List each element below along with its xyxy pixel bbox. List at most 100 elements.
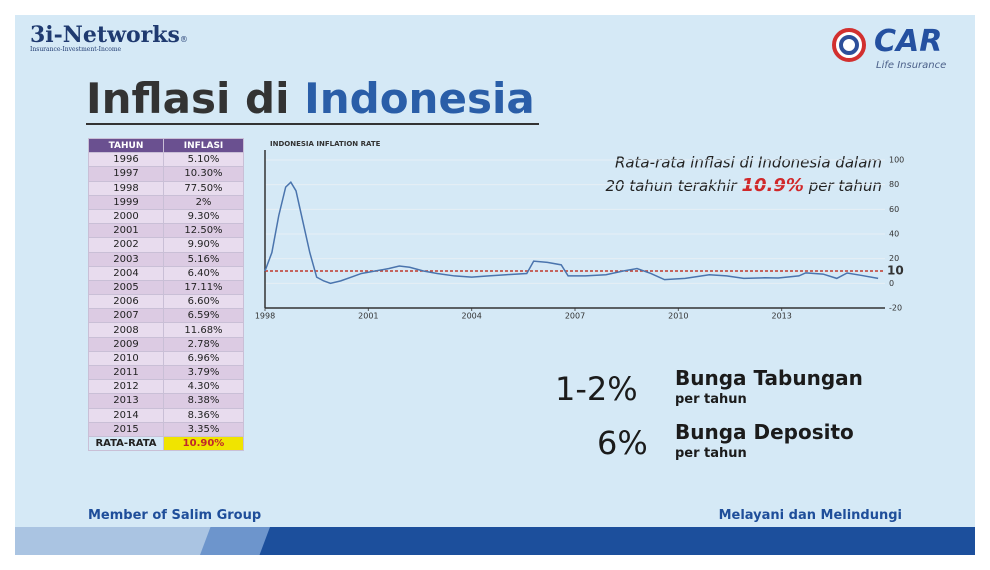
row: 1999 2% bbox=[88, 194, 244, 210]
row: 2007 6.59% bbox=[88, 308, 244, 324]
chart-title: INDONESIA INFLATION RATE bbox=[270, 140, 381, 148]
cell: 2010 bbox=[88, 350, 164, 367]
callout-sub: per tahun bbox=[675, 392, 747, 407]
cell: 3.79% bbox=[163, 364, 244, 381]
cell: 8.36% bbox=[163, 407, 244, 423]
cell: 2005 bbox=[88, 279, 164, 296]
y-tick-label: -20 bbox=[889, 304, 902, 313]
row: 2011 3.79% bbox=[88, 364, 244, 381]
cell: 5.10% bbox=[163, 152, 244, 168]
x-tick-label: 1998 bbox=[255, 312, 275, 321]
cell: 6.96% bbox=[163, 350, 244, 367]
column-header: TAHUN bbox=[88, 137, 164, 154]
cell: 2013 bbox=[88, 393, 164, 409]
y-tick-label: 40 bbox=[889, 230, 899, 239]
x-tick-label: 2001 bbox=[358, 312, 378, 321]
annotation-part: 20 tahun terakhir bbox=[605, 177, 737, 195]
cell: 10.30% bbox=[163, 166, 244, 182]
row: 2004 6.40% bbox=[88, 265, 244, 281]
column-header: INFLASI bbox=[163, 137, 244, 154]
cell: 2004 bbox=[88, 265, 164, 281]
cell: 2.78% bbox=[163, 336, 244, 352]
row: 1997 10.30% bbox=[88, 166, 244, 182]
cell: 2% bbox=[163, 194, 244, 210]
cell: 2015 bbox=[88, 421, 164, 437]
cell: 10.90% bbox=[163, 435, 244, 452]
cell: 1996 bbox=[88, 152, 164, 168]
cell: 2003 bbox=[88, 251, 164, 267]
cell: 2008 bbox=[88, 322, 164, 338]
reference-label: 10 bbox=[887, 264, 904, 278]
footer-bar-light bbox=[15, 527, 215, 555]
y-tick-label: 60 bbox=[889, 205, 899, 214]
logo-tagline: Insurance-Investment-Income bbox=[30, 46, 122, 53]
cell: 6.60% bbox=[163, 294, 244, 310]
row: 2000 9.30% bbox=[88, 208, 244, 225]
logo-mark: ® bbox=[179, 35, 188, 44]
cell: 2001 bbox=[88, 223, 164, 239]
cell: 1997 bbox=[88, 166, 164, 182]
row: 2009 2.78% bbox=[88, 336, 244, 352]
annotation: Rata-rata inflasi di Indonesia dalam bbox=[615, 154, 882, 172]
cell: 2011 bbox=[88, 364, 164, 381]
title: Inflasi di Indonesia bbox=[86, 74, 539, 125]
x-tick-label: 2004 bbox=[461, 312, 481, 321]
x-tick-label: 2010 bbox=[668, 312, 688, 321]
cell: 3.35% bbox=[163, 421, 244, 437]
cell: 2002 bbox=[88, 237, 164, 253]
cell: 9.90% bbox=[163, 237, 244, 253]
callout-value: 6% bbox=[597, 424, 648, 462]
cell: 2006 bbox=[88, 294, 164, 310]
cell: 6.40% bbox=[163, 265, 244, 281]
cell: 5.16% bbox=[163, 251, 244, 267]
title-part: Indonesia bbox=[304, 74, 535, 123]
row: 2014 8.36% bbox=[88, 407, 244, 423]
car-emblem bbox=[832, 28, 866, 62]
logo-left: 3i-Networks® Insurance-Investment-Income bbox=[30, 22, 188, 53]
callout-value: 1-2% bbox=[555, 370, 638, 408]
cell: 4.30% bbox=[163, 379, 244, 395]
cell: 11.68% bbox=[163, 322, 244, 338]
logo-tagline: Life Insurance bbox=[876, 60, 947, 71]
inflation-table: TAHUN INFLASI 1996 5.10% 1997 10.30% 1998 77.50… bbox=[88, 137, 244, 452]
row: 2005 17.11% bbox=[88, 279, 244, 296]
title-part: Inflasi di bbox=[86, 74, 290, 123]
footer-right: Melayani dan Melindungi bbox=[718, 508, 902, 523]
y-tick-label: 0 bbox=[889, 279, 894, 288]
x-tick-label: 2013 bbox=[771, 312, 791, 321]
callout-label: Bunga Tabungan bbox=[675, 366, 863, 390]
y-tick-label: 100 bbox=[889, 156, 904, 165]
row: 2001 12.50% bbox=[88, 223, 244, 239]
cell: 2014 bbox=[88, 407, 164, 423]
cell: 6.59% bbox=[163, 308, 244, 324]
footer-row: RATA-RATA 10.90% bbox=[88, 435, 244, 452]
logo-name: CAR bbox=[874, 24, 943, 59]
row: 2003 5.16% bbox=[88, 251, 244, 267]
footer-left: Member of Salim Group bbox=[88, 508, 262, 523]
cell: 2012 bbox=[88, 379, 164, 395]
cell: 2000 bbox=[88, 208, 164, 225]
chart: INDONESIA INFLATION RATE Rata-rata infla… bbox=[255, 140, 904, 321]
callout-sub: per tahun bbox=[675, 446, 747, 461]
cell: 2009 bbox=[88, 336, 164, 352]
cell: 1998 bbox=[88, 180, 164, 196]
annotation: 20 tahun terakhir 10.9% per tahun bbox=[605, 175, 882, 196]
cell: 17.11% bbox=[163, 279, 244, 296]
cell: RATA-RATA bbox=[88, 435, 164, 452]
x-tick-label: 2007 bbox=[565, 312, 585, 321]
annotation-highlight: 10.9% bbox=[741, 175, 803, 196]
row: 2008 11.68% bbox=[88, 322, 244, 338]
footer-bar-mid bbox=[200, 527, 270, 555]
logo-name: 3i-Networks bbox=[30, 22, 180, 48]
cell: 8.38% bbox=[163, 393, 244, 409]
row: 1996 5.10% bbox=[88, 152, 244, 168]
header-row: TAHUN INFLASI bbox=[88, 137, 244, 154]
callout-label: Bunga Deposito bbox=[675, 420, 854, 444]
row: 2002 9.90% bbox=[88, 237, 244, 253]
y-tick-label: 20 bbox=[889, 254, 899, 263]
cell: 9.30% bbox=[163, 208, 244, 225]
cell: 2007 bbox=[88, 308, 164, 324]
row: 2012 4.30% bbox=[88, 379, 244, 395]
row: 2006 6.60% bbox=[88, 294, 244, 310]
